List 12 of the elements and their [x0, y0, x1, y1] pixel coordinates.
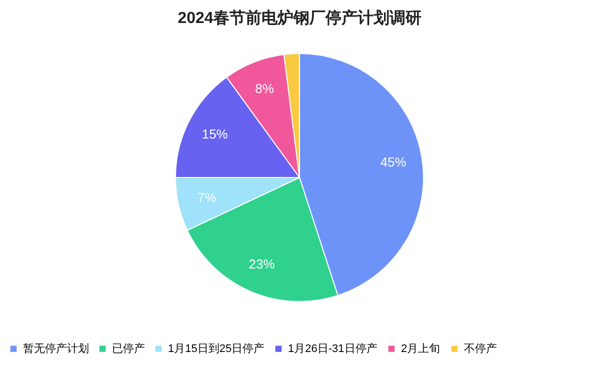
- data-label: 45%: [380, 154, 407, 170]
- data-label: 8%: [255, 81, 274, 96]
- legend-label: 不停产: [464, 342, 497, 355]
- legend-label: 1月15日到25日停产: [168, 342, 265, 355]
- legend-label: 1月26日-31日停产: [288, 342, 378, 355]
- legend-label: 2月上旬: [401, 342, 440, 355]
- data-label: 7%: [197, 190, 217, 206]
- chart-title: 2024春节前电炉钢厂停产计划调研: [178, 9, 422, 27]
- data-label: 23%: [248, 256, 276, 272]
- data-label: 15%: [202, 126, 228, 142]
- legend-label: 已停产: [112, 342, 145, 355]
- legend-label: 暂无停产计划: [23, 342, 89, 355]
